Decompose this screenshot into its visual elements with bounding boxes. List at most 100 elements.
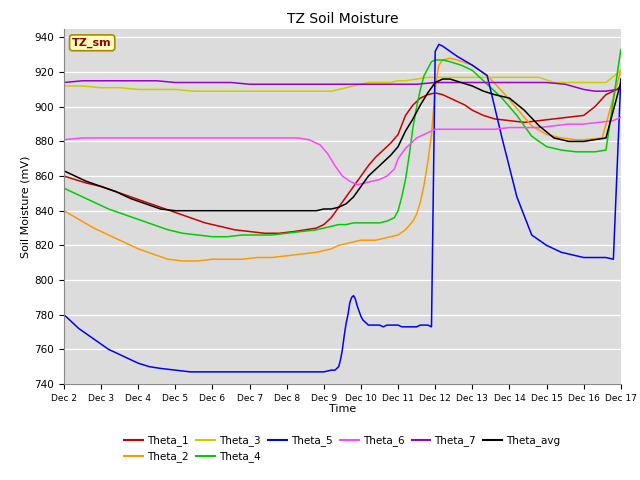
- Theta_7: [376, 82, 383, 87]
- Theta_avg: [491, 92, 499, 97]
- Theta_3: [394, 78, 402, 84]
- Theta_3: [376, 80, 383, 85]
- Theta_7: [116, 78, 124, 84]
- Theta_6: [294, 135, 301, 141]
- Theta_1: [112, 189, 120, 194]
- Theta_avg: [97, 183, 105, 189]
- Theta_avg: [246, 208, 253, 214]
- Theta_6: [446, 126, 454, 132]
- Theta_1: [380, 147, 387, 153]
- Theta_avg: [201, 208, 209, 214]
- Theta_5: [413, 324, 420, 330]
- Theta_1: [291, 228, 298, 234]
- Theta_7: [394, 82, 402, 87]
- Theta_1: [312, 225, 320, 231]
- Theta_7: [617, 83, 625, 89]
- Theta_avg: [335, 204, 342, 210]
- Theta_6: [353, 182, 361, 188]
- Theta_1: [320, 222, 328, 228]
- Line: Theta_3: Theta_3: [64, 71, 621, 91]
- Theta_avg: [142, 201, 150, 207]
- Theta_6: [368, 179, 376, 184]
- Theta_1: [450, 97, 458, 103]
- Theta_avg: [394, 144, 402, 149]
- Theta_avg: [328, 206, 335, 212]
- Theta_avg: [127, 196, 134, 202]
- Theta_avg: [535, 123, 543, 129]
- Theta_avg: [301, 208, 309, 214]
- Theta_3: [602, 80, 610, 85]
- Theta_2: [179, 258, 187, 264]
- Theta_avg: [446, 76, 454, 82]
- Theta_7: [413, 82, 420, 87]
- Theta_6: [595, 120, 602, 125]
- Theta_avg: [83, 179, 90, 184]
- Theta_6: [264, 135, 272, 141]
- Theta_3: [320, 88, 328, 94]
- Theta_3: [79, 83, 86, 89]
- Theta_6: [153, 135, 161, 141]
- Theta_3: [328, 88, 335, 94]
- Theta_3: [498, 74, 506, 80]
- Theta_5: [387, 322, 394, 328]
- Theta_4: [405, 153, 413, 158]
- Theta_avg: [431, 80, 439, 85]
- Theta_1: [409, 102, 417, 108]
- Theta_avg: [260, 208, 268, 214]
- Theta_3: [424, 74, 431, 80]
- Theta_avg: [231, 208, 239, 214]
- Theta_4: [342, 222, 350, 228]
- Theta_avg: [479, 88, 487, 94]
- Theta_3: [550, 80, 558, 85]
- Theta_7: [246, 82, 253, 87]
- Theta_7: [190, 80, 198, 85]
- Theta_7: [153, 78, 161, 84]
- Theta_1: [479, 112, 487, 118]
- Theta_avg: [550, 135, 558, 141]
- Theta_1: [260, 230, 268, 236]
- Theta_5: [390, 322, 398, 328]
- Theta_5: [186, 369, 194, 375]
- Theta_1: [186, 215, 194, 220]
- Theta_avg: [172, 208, 179, 214]
- Theta_6: [506, 125, 513, 131]
- Theta_3: [442, 74, 450, 80]
- Line: Theta_4: Theta_4: [64, 49, 621, 237]
- Theta_1: [157, 204, 164, 210]
- Theta_1: [172, 210, 179, 216]
- Legend: Theta_1, Theta_2, Theta_3, Theta_4, Theta_5, Theta_6, Theta_7, Theta_avg: Theta_1, Theta_2, Theta_3, Theta_4, Thet…: [124, 435, 561, 462]
- Theta_3: [513, 74, 521, 80]
- Theta_5: [402, 324, 410, 330]
- Theta_6: [535, 125, 543, 131]
- Theta_avg: [506, 95, 513, 101]
- Theta_7: [613, 86, 621, 92]
- Theta_6: [376, 177, 383, 182]
- Theta_7: [172, 80, 179, 85]
- Theta_3: [335, 86, 342, 92]
- Theta_1: [349, 183, 357, 189]
- Theta_7: [513, 80, 521, 85]
- Theta_avg: [320, 206, 328, 212]
- Theta_avg: [468, 83, 476, 89]
- Theta_avg: [424, 90, 431, 96]
- Theta_avg: [387, 153, 394, 158]
- Theta_4: [417, 86, 424, 92]
- Theta_3: [402, 78, 410, 84]
- Theta_4: [458, 62, 465, 68]
- Theta_7: [339, 82, 346, 87]
- Theta_avg: [365, 173, 372, 179]
- Theta_avg: [380, 159, 387, 165]
- Theta_3: [454, 74, 461, 80]
- Theta_1: [491, 116, 499, 122]
- Line: Theta_6: Theta_6: [64, 117, 621, 185]
- Theta_avg: [580, 139, 588, 144]
- Line: Theta_2: Theta_2: [64, 58, 621, 261]
- Theta_1: [127, 194, 134, 200]
- Theta_6: [305, 137, 313, 143]
- Theta_1: [520, 120, 528, 125]
- Theta_4: [209, 234, 216, 240]
- Theta_1: [602, 92, 610, 97]
- Theta_1: [71, 177, 79, 182]
- Theta_7: [60, 80, 68, 85]
- Theta_1: [591, 104, 598, 109]
